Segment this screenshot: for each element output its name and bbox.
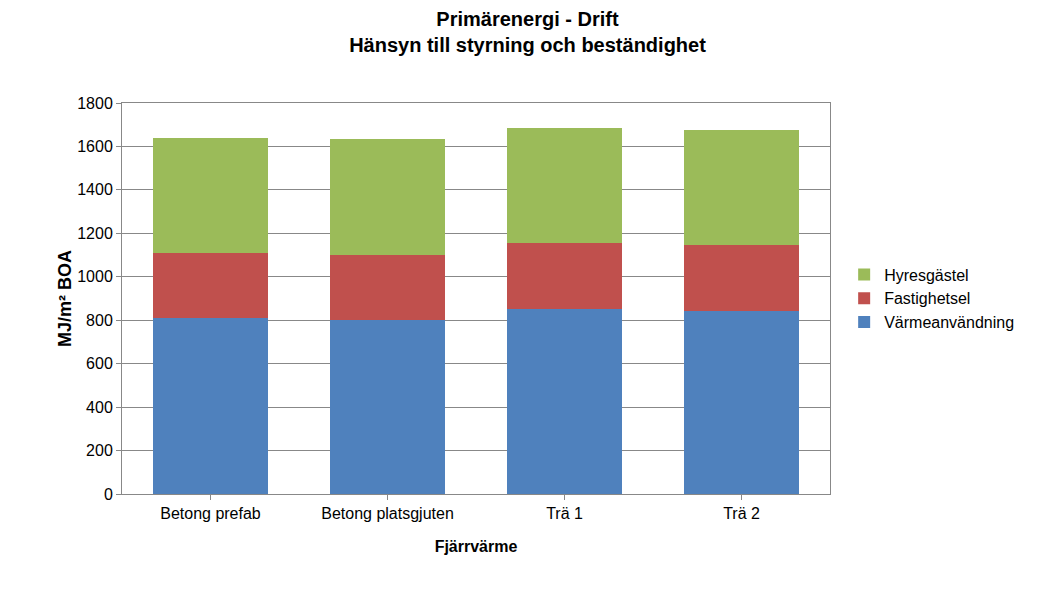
- svg-text:Betong prefab: Betong prefab: [160, 505, 261, 522]
- svg-text:1200: 1200: [77, 225, 113, 242]
- svg-text:1400: 1400: [77, 181, 113, 198]
- svg-text:Hyresgästel: Hyresgästel: [884, 267, 968, 284]
- svg-text:Fjärrvärme: Fjärrvärme: [435, 538, 518, 555]
- svg-text:Betong platsgjuten: Betong platsgjuten: [321, 505, 454, 522]
- svg-text:Trä 1: Trä 1: [546, 505, 583, 522]
- svg-text:Trä 2: Trä 2: [723, 505, 760, 522]
- svg-text:600: 600: [86, 355, 113, 372]
- svg-text:1800: 1800: [77, 95, 113, 112]
- svg-text:1000: 1000: [77, 268, 113, 285]
- svg-text:Primärenergi - DriftHänsyn til: Primärenergi - DriftHänsyn till styrning…: [349, 8, 706, 56]
- svg-text:200: 200: [86, 442, 113, 459]
- svg-text:400: 400: [86, 399, 113, 416]
- svg-text:800: 800: [86, 312, 113, 329]
- svg-text:1600: 1600: [77, 138, 113, 155]
- svg-text:MJ/m² BOA: MJ/m² BOA: [55, 250, 75, 347]
- svg-text:Värmeanvändning: Värmeanvändning: [884, 314, 1014, 331]
- svg-text:Fastighetsel: Fastighetsel: [884, 290, 970, 307]
- svg-text:0: 0: [104, 486, 113, 503]
